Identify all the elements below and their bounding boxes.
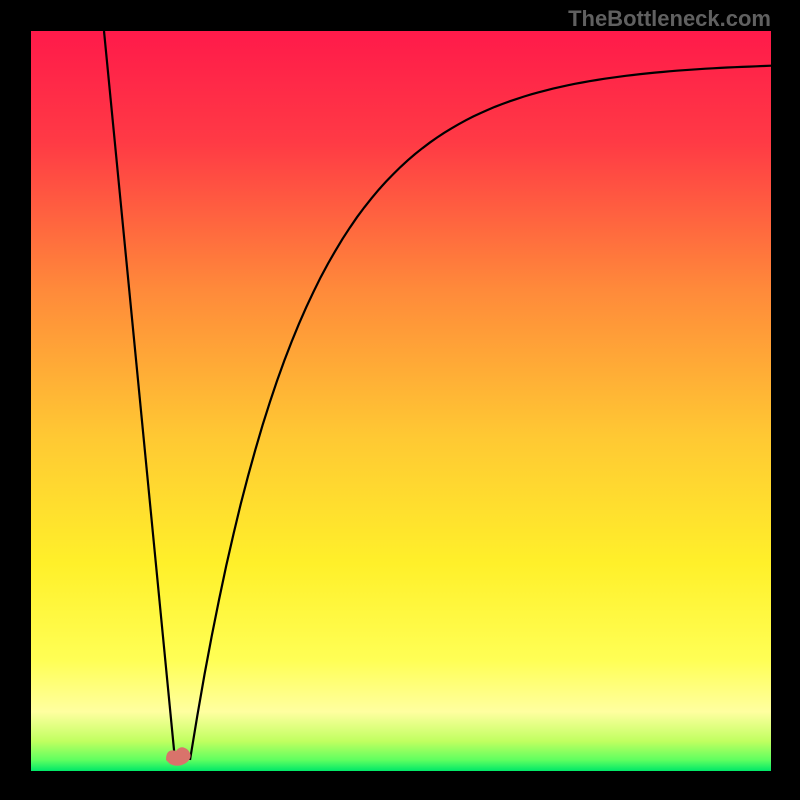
curve-right-branch [190,66,771,760]
watermark-text: TheBottleneck.com [568,6,771,32]
dip-marker-icon [166,747,191,766]
curve-left-branch [104,31,175,760]
chart-container: TheBottleneck.com [0,0,800,800]
curve-layer [0,0,800,800]
